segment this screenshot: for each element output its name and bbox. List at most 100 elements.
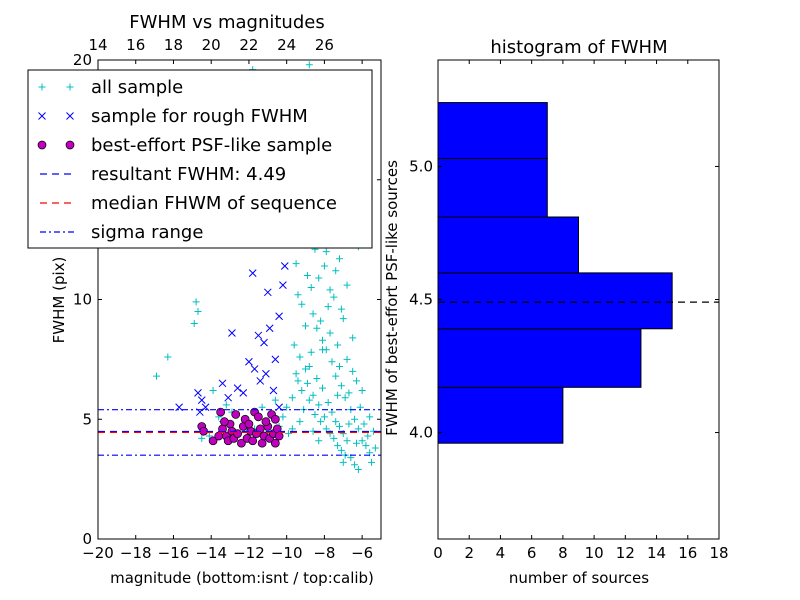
point-x (279, 281, 287, 289)
point-plus (152, 372, 160, 380)
point-plus (339, 315, 347, 323)
point-plus (285, 430, 293, 438)
point-plus (320, 262, 328, 270)
point-x (263, 288, 272, 297)
point-plus (307, 348, 315, 356)
point-plus (319, 336, 327, 344)
histogram-bars (437, 102, 673, 444)
point-plus (307, 284, 315, 292)
point-plus (164, 353, 172, 361)
x-tick-label: −12 (233, 544, 265, 562)
point-plus (296, 418, 304, 426)
point-plus (322, 248, 330, 256)
point-circle (270, 438, 280, 448)
legend-label: sigma range (91, 222, 203, 243)
point-plus (271, 396, 279, 404)
legend-marker-x (38, 112, 46, 120)
point-plus (337, 305, 345, 313)
point-plus (319, 346, 327, 354)
point-x (262, 369, 270, 378)
point-x (218, 379, 227, 388)
x-tick-label: 14 (647, 544, 666, 562)
legend-entry: resultant FWHM: 4.49 (40, 164, 286, 185)
top-tick-label: 26 (315, 36, 334, 54)
point-circle (244, 419, 254, 429)
histogram-bar (437, 102, 548, 159)
point-plus (326, 329, 334, 337)
point-plus (330, 434, 338, 442)
point-x (194, 389, 202, 397)
x-tick-label: 0 (433, 544, 443, 562)
histogram-title: histogram of FWHM (490, 37, 667, 58)
legend-label: median FHWM of sequence (91, 193, 337, 214)
point-plus (305, 61, 313, 69)
point-x (245, 357, 253, 366)
point-plus (349, 367, 357, 375)
point-plus (194, 307, 202, 315)
point-plus (294, 291, 302, 299)
x-tick-label: 18 (709, 544, 728, 562)
point-plus (315, 437, 323, 445)
point-plus (352, 377, 360, 385)
point-plus (283, 403, 291, 411)
point-plus (332, 372, 340, 380)
point-x (228, 329, 236, 337)
point-plus (302, 365, 310, 373)
point-x (224, 393, 233, 402)
y-tick-label: 10 (73, 291, 92, 309)
histogram-y-ticks: 4.0 4.5 5.0 (409, 157, 719, 442)
x-tick-label: 6 (527, 544, 537, 562)
histogram-x-axis-label: number of sources (509, 569, 649, 587)
legend-marker-x (66, 112, 74, 120)
point-circle (270, 414, 280, 424)
point-plus (360, 420, 368, 428)
point-plus (334, 391, 342, 399)
x-tick-label: 2 (464, 544, 474, 562)
point-plus (334, 341, 342, 349)
point-plus (368, 458, 376, 466)
point-plus (371, 444, 379, 452)
point-plus (332, 418, 340, 426)
legend-marker-circle (37, 140, 47, 150)
point-plus (335, 422, 343, 430)
histogram-y-axis-label: FWHM of best-effort PSF-like sources (383, 160, 401, 436)
legend-marker-plus (66, 83, 74, 91)
point-plus (324, 303, 332, 311)
histogram-bar (437, 272, 673, 330)
point-plus (332, 267, 340, 275)
x-tick-label: 10 (585, 544, 604, 562)
point-x (250, 365, 259, 373)
point-plus (279, 413, 287, 421)
y-tick-label: 4.5 (409, 291, 433, 309)
x-tick-label: 4 (496, 544, 506, 562)
x-tick-label: −10 (271, 544, 303, 562)
legend-marker-plus (38, 83, 46, 91)
x-tick-label: −14 (195, 544, 227, 562)
top-tick-label: 18 (164, 36, 183, 54)
point-plus (335, 363, 343, 371)
point-plus (330, 293, 338, 301)
histogram-bar (437, 157, 548, 218)
point-plus (198, 434, 206, 442)
point-x (280, 262, 289, 270)
point-plus (315, 274, 323, 282)
y-tick-label: 4.0 (409, 424, 433, 442)
x-tick-label: −8 (313, 544, 335, 562)
point-plus (343, 281, 351, 289)
point-plus (305, 363, 313, 371)
point-plus (192, 298, 200, 306)
point-plus (303, 379, 311, 387)
legend-label: sample for rough FWHM (91, 106, 308, 127)
point-plus (294, 377, 302, 385)
point-plus (296, 353, 304, 361)
point-plus (358, 387, 366, 395)
point-plus (209, 387, 217, 395)
point-plus (352, 439, 360, 447)
point-plus (298, 387, 306, 395)
scatter-panel: FWHM vs magnitudes −20 −18 −16 −14 −12 −10 −8−… (27, 12, 382, 587)
point-plus (190, 319, 198, 327)
point-plus (337, 446, 345, 454)
top-tick-label: 14 (88, 36, 107, 54)
point-circle (257, 438, 267, 448)
point-plus (315, 401, 323, 409)
